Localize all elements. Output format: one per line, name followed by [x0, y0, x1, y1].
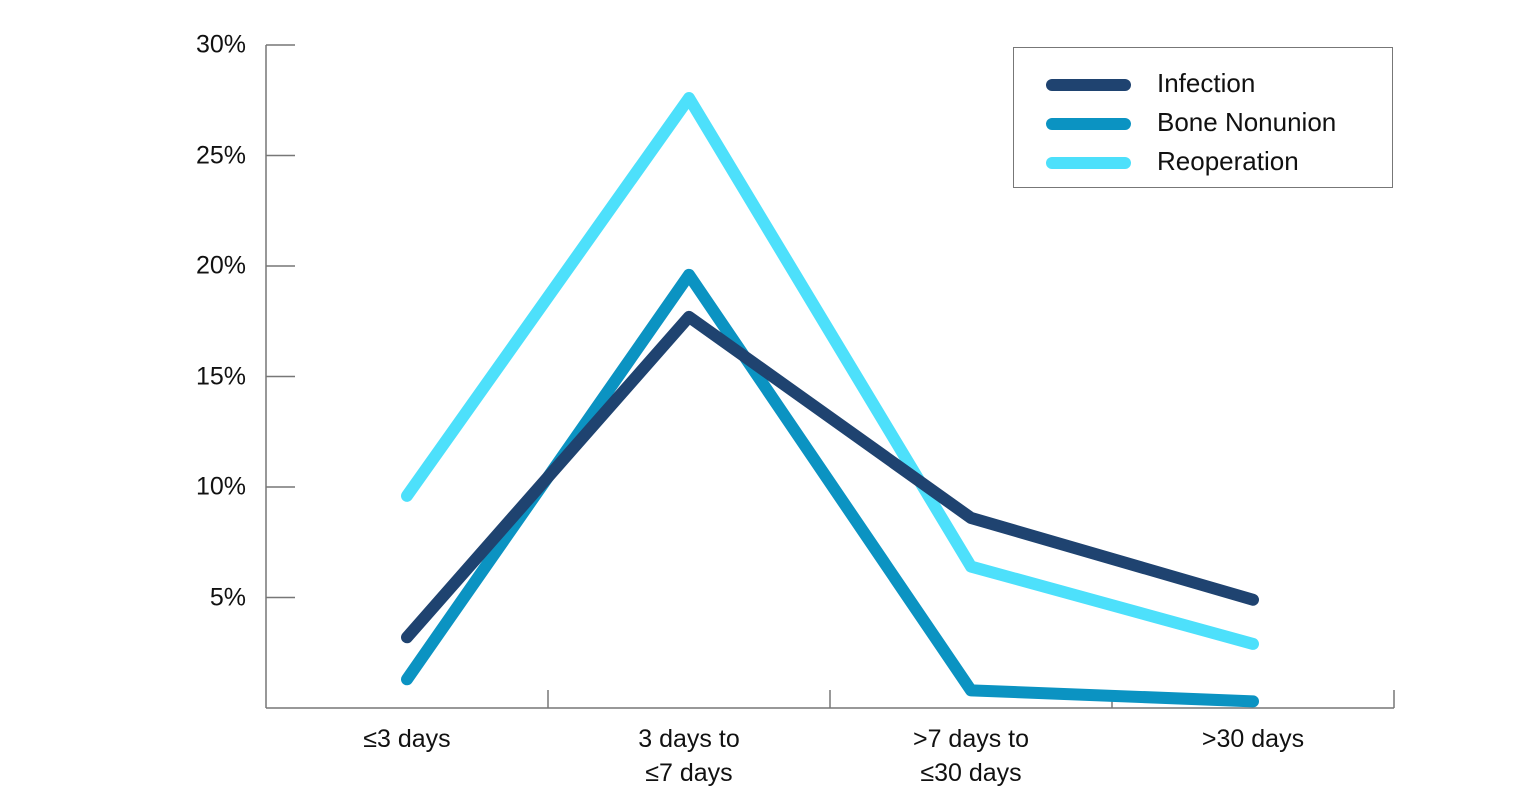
legend-swatch-reoperation [1046, 157, 1131, 169]
y-tick-label: 10% [195, 472, 246, 501]
legend-label: Reoperation [1157, 146, 1299, 176]
y-tick-label: 25% [195, 141, 246, 169]
x-tick-label: >30 days [1201, 725, 1305, 753]
legend-item-bone-nonunion: Bone Nonunion [1014, 103, 1392, 141]
y-tick-label: 5% [209, 583, 246, 611]
series-lines [401, 92, 1259, 708]
legend-item-infection: Infection [1014, 64, 1392, 102]
legend-swatch-bone-nonunion [1046, 118, 1131, 130]
legend-label: Infection [1157, 68, 1256, 98]
series-line-infection [401, 310, 1259, 644]
legend-swatch-infection [1046, 79, 1131, 91]
series-line-reoperation [401, 92, 1259, 650]
x-tick-label: ≤3 days [363, 725, 451, 753]
legend: Infection Bone Nonunion Reoperation [1013, 47, 1393, 188]
x-tick-label: >7 days to ≤30 days [912, 725, 1030, 787]
y-tick-label: 15% [195, 362, 246, 390]
legend-item-reoperation: Reoperation [1014, 142, 1392, 180]
y-tick-label: 20% [195, 251, 246, 280]
legend-label: Bone Nonunion [1157, 107, 1337, 137]
x-tick-label: 3 days to ≤7 days [638, 725, 740, 787]
y-tick-label: 30% [195, 30, 246, 59]
